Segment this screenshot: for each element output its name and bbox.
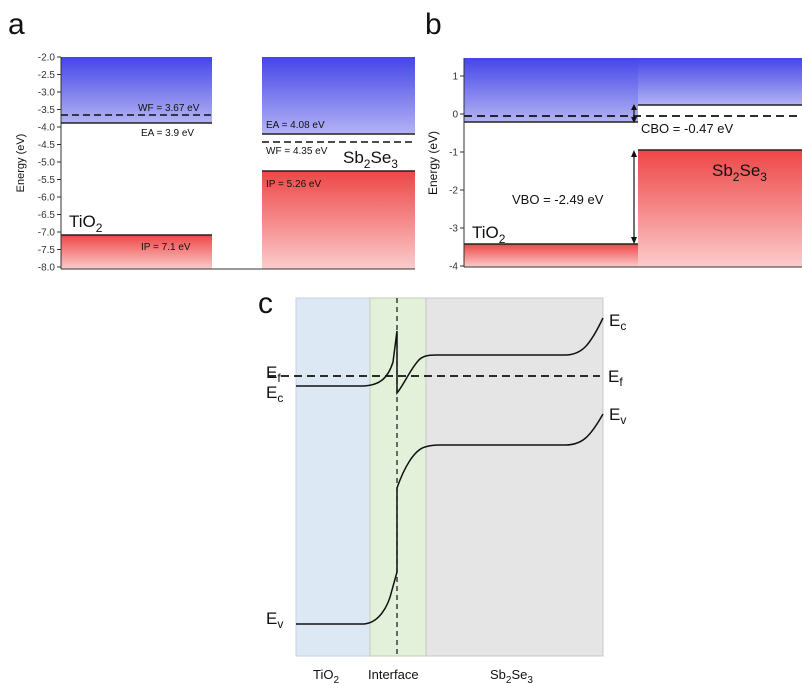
panel-a-y-tick-label: -7.5 — [38, 245, 56, 256]
panel-b-y-tick-label: -1 — [449, 148, 458, 159]
region-sb2se3 — [425, 297, 604, 657]
panel-b-y-axis-label: Energy (eV) — [426, 131, 440, 195]
cbo-arrow-head-down — [631, 117, 637, 123]
panel-b-y-tick-label: 1 — [452, 72, 458, 83]
panel-a-y-tick-label: -3.0 — [38, 88, 56, 99]
panel-b-y-tick-label: -4 — [449, 262, 458, 273]
region-interface — [369, 297, 427, 657]
panel-b-y-tick-label: 0 — [452, 110, 458, 121]
valence-band-curve — [296, 413, 604, 625]
sb2se3-label-a: Sb2Se3 — [343, 148, 398, 171]
panel-b-label: b — [425, 8, 442, 41]
sb2se3-conduction-band — [262, 57, 415, 134]
panel-a-y-axis-label: Energy (eV) — [15, 134, 27, 193]
sb2se3-ea-label: EA = 4.08 eV — [266, 120, 325, 131]
tio2-label-b: TiO2 — [472, 223, 506, 246]
tio2-ip-label: IP = 7.1 eV — [141, 242, 191, 253]
panel-a-y-tick-label: -5.5 — [38, 175, 56, 186]
tio2-label-a: TiO2 — [69, 212, 103, 235]
sb2se3-label-b: Sb2Se3 — [712, 161, 767, 184]
panel-a-y-tick-label: -2.5 — [38, 70, 56, 81]
panel-c: c Ef Ec Ev Ec Ef Ev TiO2 Interface Sb2Se… — [258, 287, 626, 683]
panel-b-y-ticks: 1 0 -1 -2 -3 -4 — [449, 72, 464, 273]
panel-c-label: c — [258, 287, 273, 320]
panel-b: b CBO = -0.47 eV VBO = -2.49 eV TiO2 Sb2… — [425, 8, 802, 273]
panel-a-y-tick-label: -6.5 — [38, 210, 56, 221]
sb2se3-valence-band-b — [638, 150, 802, 267]
panel-a: a WF = 3.67 eV EA = 3.9 eV IP = 7.1 eV T… — [8, 8, 415, 274]
cbo-arrow-head-up — [631, 104, 637, 110]
label-ec-right: Ec — [609, 311, 626, 333]
panel-b-y-tick-label: -3 — [449, 224, 458, 235]
tio2-valence-band — [61, 235, 212, 269]
tio2-valence-band-b — [464, 244, 638, 267]
panel-a-y-tick-label: -6.0 — [38, 193, 56, 204]
panel-a-y-tick-label: -4.0 — [38, 123, 56, 134]
vbo-label: VBO = -2.49 eV — [512, 192, 604, 207]
label-ef-right: Ef — [608, 367, 623, 389]
panel-a-y-tick-label: -7.0 — [38, 228, 56, 239]
panel-a-y-tick-label: -5.0 — [38, 158, 56, 169]
sb2se3-valence-band — [262, 171, 415, 269]
vbo-arrow-head-down — [631, 237, 637, 244]
tio2-wf-label: WF = 3.67 eV — [138, 103, 200, 114]
tio2-ea-label: EA = 3.9 eV — [141, 128, 194, 139]
region-label-tio2: TiO2 — [313, 667, 339, 683]
sb2se3-conduction-band-b — [638, 58, 802, 105]
cbo-label: CBO = -0.47 eV — [641, 121, 733, 136]
label-ev-left: Ev — [266, 609, 283, 631]
region-tio2 — [295, 297, 371, 657]
panel-a-label: a — [8, 8, 25, 41]
region-label-interface: Interface — [368, 667, 419, 682]
panel-b-y-tick-label: -2 — [449, 186, 458, 197]
label-ec-left: Ec — [266, 383, 283, 405]
sb2se3-ip-label: IP = 5.26 eV — [266, 179, 321, 190]
panel-a-y-tick-label: -2.0 — [38, 53, 56, 64]
panel-a-y-tick-label: -8.0 — [38, 263, 56, 274]
tio2-conduction-band-b — [464, 58, 638, 122]
panel-a-y-ticks: -2.0 -2.5 -3.0 -3.5 -4.0 -4.5 -5.0 -5.5 -6.0 -6.5… — [38, 53, 61, 274]
region-label-sb2se3: Sb2Se3 — [490, 667, 533, 683]
panel-a-y-tick-label: -3.5 — [38, 105, 56, 116]
conduction-band-curve — [296, 317, 604, 396]
vbo-arrow-head-up — [631, 150, 637, 157]
sb2se3-wf-label: WF = 4.35 eV — [266, 146, 328, 157]
panel-a-y-tick-label: -4.5 — [38, 140, 56, 151]
tio2-conduction-band — [61, 57, 212, 123]
label-ev-right: Ev — [609, 405, 626, 427]
label-ef-left: Ef — [266, 363, 281, 385]
